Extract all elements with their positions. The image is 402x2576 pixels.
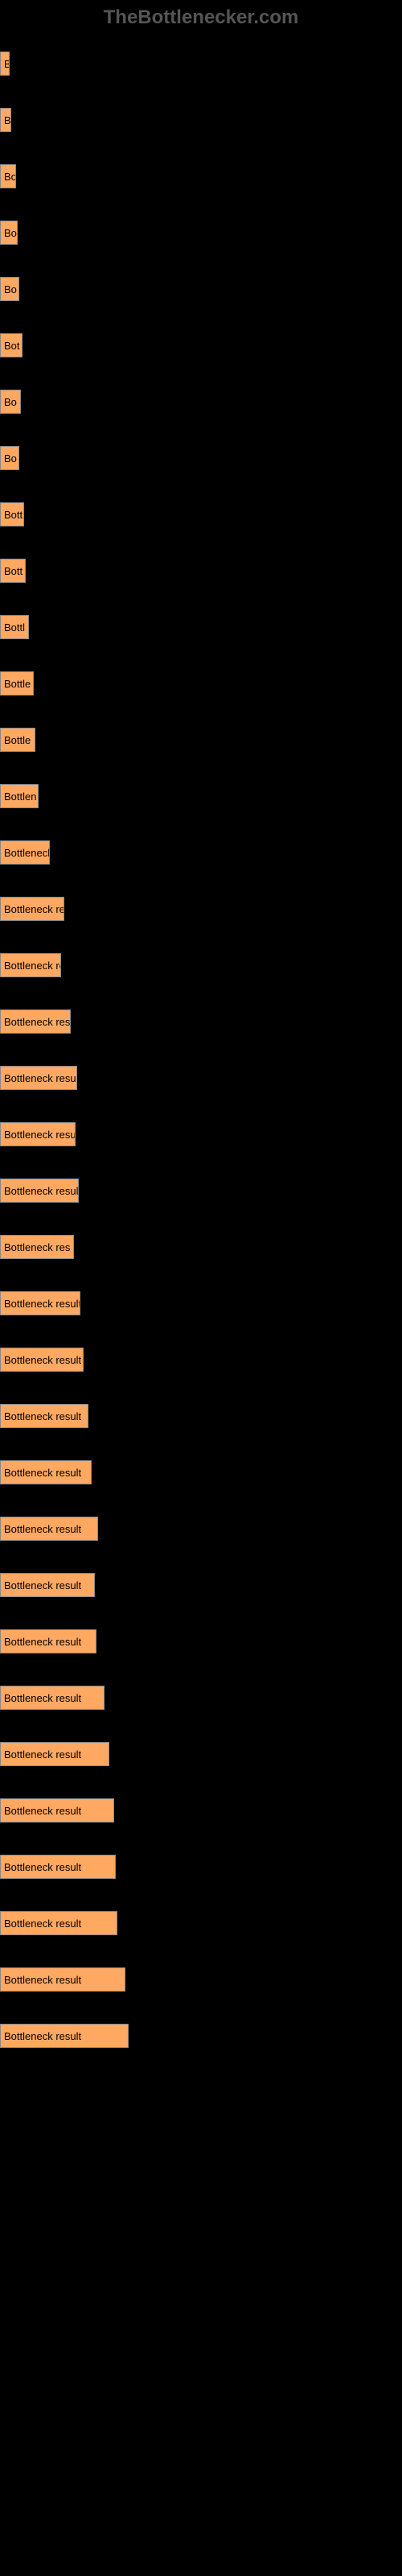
bar: Bottleneck result [0, 1798, 114, 1823]
bar: Bottleneck result [0, 1348, 84, 1372]
bar-row: Bottl [0, 615, 402, 639]
bar-row: Bottleneck result [0, 1122, 402, 1146]
bar: Bottleneck result [0, 1573, 95, 1597]
bar-row: Bottleneck re [0, 953, 402, 977]
bar-row: Bottleneck result [0, 1517, 402, 1541]
bar: Bo [0, 390, 21, 414]
bar-row: Bottle [0, 728, 402, 752]
bar-row: Bottleneck result [0, 1742, 402, 1766]
bar: Bottleneck result [0, 1967, 125, 1992]
bar: Bottleneck result [0, 1460, 92, 1484]
bar-row: Bo [0, 446, 402, 470]
bar-row: B [0, 108, 402, 132]
bar: Bottleneck result [0, 1855, 116, 1879]
bar-row: Bottleneck result [0, 1798, 402, 1823]
bar-row: Bottleneck result [0, 1179, 402, 1203]
bar-row: Bottleneck result [0, 1911, 402, 1935]
bar: Bo [0, 277, 19, 301]
bar: Bo [0, 446, 19, 470]
bar-row: Bottleneck result [0, 1404, 402, 1428]
bar-row: Bottleneck result [0, 1348, 402, 1372]
bar-row: Bottleneck result [0, 1573, 402, 1597]
bar-row: Bottleneck result [0, 1460, 402, 1484]
bar-row: Bottleneck res [0, 897, 402, 921]
bar-row: Bottleneck result [0, 1855, 402, 1879]
bar: Bottle [0, 671, 34, 696]
bar: Bottleneck result [0, 2024, 129, 2048]
bar: Bottleneck result [0, 1122, 76, 1146]
bar-row: Bottleneck result [0, 2024, 402, 2048]
bar-row: Bottle [0, 671, 402, 696]
bar: Bottle [0, 728, 35, 752]
bar: Bottleneck result [0, 1066, 77, 1090]
bar-row: Bottleneck res [0, 1235, 402, 1259]
bar: Bottleneck result [0, 1009, 71, 1034]
bar-row: Bo [0, 390, 402, 414]
bar-row: Bottlen [0, 784, 402, 808]
bar-row: Bottleneck [0, 840, 402, 865]
bottleneck-chart: B B Bo Bo Bo Bot Bo Bo Bott Bott Bottl Bottle Bottle… [0, 35, 402, 2096]
bar-row: B [0, 52, 402, 76]
bar: Bottleneck res [0, 897, 64, 921]
bar-row: Bo [0, 221, 402, 245]
bar-row: Bottleneck result [0, 1009, 402, 1034]
bar-row: Bottleneck result [0, 1066, 402, 1090]
bar: Bottleneck result [0, 1517, 98, 1541]
bar: B [0, 108, 11, 132]
bar: B [0, 52, 10, 76]
bar: Bott [0, 502, 24, 526]
bar: Bottleneck result [0, 1291, 80, 1315]
bar: Bottleneck res [0, 1235, 74, 1259]
bar-row: Bo [0, 164, 402, 188]
bar: Bottleneck result [0, 1404, 88, 1428]
site-header: TheBottlenecker.com [0, 0, 402, 35]
bar: Bottleneck result [0, 1686, 105, 1710]
bar: Bottleneck result [0, 1742, 109, 1766]
bar-row: Bottleneck result [0, 1686, 402, 1710]
bar: Bottl [0, 615, 29, 639]
bar: Bott [0, 559, 26, 583]
bar: Bottleneck re [0, 953, 61, 977]
bar-row: Bottleneck result [0, 1967, 402, 1992]
bar: Bottlen [0, 784, 39, 808]
bar: Bot [0, 333, 23, 357]
bar-row: Bottleneck result [0, 1291, 402, 1315]
bar: Bottleneck [0, 840, 50, 865]
bar-row: Bot [0, 333, 402, 357]
bar-row: Bo [0, 277, 402, 301]
bar: Bottleneck result [0, 1179, 79, 1203]
bar-row: Bott [0, 559, 402, 583]
bar-row: Bottleneck result [0, 1629, 402, 1653]
bar: Bo [0, 164, 16, 188]
bar: Bo [0, 221, 18, 245]
bar: Bottleneck result [0, 1629, 96, 1653]
bar-row: Bott [0, 502, 402, 526]
bar: Bottleneck result [0, 1911, 117, 1935]
